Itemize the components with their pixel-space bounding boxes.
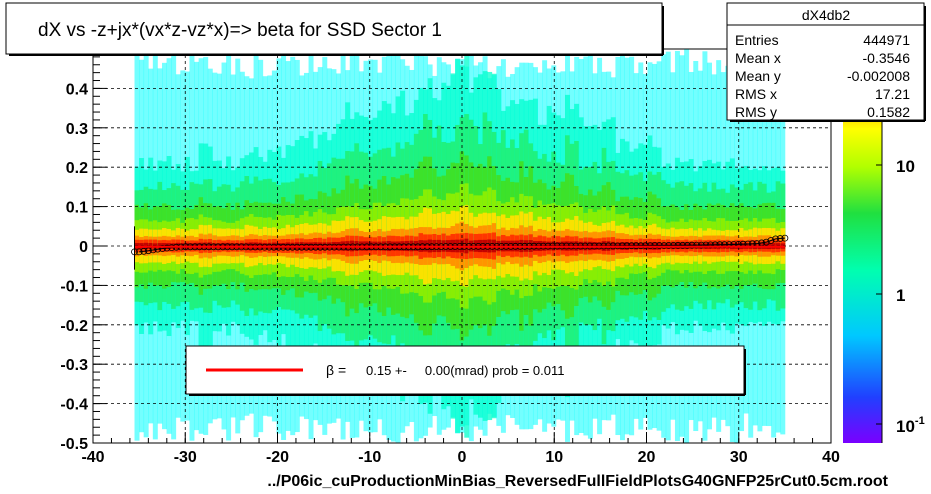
y-tick-label: 0.2 — [66, 160, 88, 177]
profile-point — [135, 248, 143, 256]
profile-point — [665, 241, 673, 249]
profile-point — [688, 241, 696, 249]
y-tick-label: 0.1 — [66, 200, 88, 217]
profile-point — [163, 244, 171, 252]
x-tick-label: 30 — [730, 449, 748, 466]
profile-point — [697, 241, 705, 249]
profile-point — [642, 242, 649, 250]
profile-point — [628, 242, 635, 250]
legend-text: 0.15 +- 0.00(mrad) prob = 0.011 — [366, 363, 565, 378]
x-axis: -40 -30 -20 -10 0 10 20 30 40 — [81, 432, 840, 466]
stats-label: RMS y — [735, 104, 777, 120]
color-palette: 10 1 10-1 — [843, 60, 925, 443]
stats-label: RMS x — [735, 86, 777, 102]
stats-value: 0.1582 — [867, 104, 910, 120]
profile-point — [670, 241, 677, 249]
chart-title: dX vs -z+jx*(vx*z-vz*x)=> beta for SSD S… — [38, 20, 442, 41]
profile-point — [679, 241, 687, 249]
stats-name: dX4db2 — [802, 7, 850, 23]
y-tick-label: 0 — [79, 239, 88, 256]
stats-box: dX4db2 Entries 444971 Mean x -0.3546 Mean y -… — [726, 2, 926, 122]
stats-value: -0.3546 — [863, 50, 911, 66]
stats-label: Mean x — [735, 50, 781, 66]
x-tick-label: -20 — [266, 449, 289, 466]
stats-value: 17.21 — [875, 86, 910, 102]
legend-symbol: β = — [326, 362, 346, 378]
title-box: dX vs -z+jx*(vx*z-vz*x)=> beta for SSD S… — [5, 2, 664, 56]
y-tick-label: -0.2 — [60, 318, 88, 335]
profile-point — [776, 235, 784, 242]
profile-point — [772, 235, 779, 243]
x-tick-label: 20 — [638, 449, 656, 466]
y-tick-label: -0.1 — [60, 278, 88, 295]
footer-filename: ../P06ic_cuProductionMinBias_ReversedFul… — [267, 473, 888, 490]
y-tick-label: 0.4 — [66, 81, 88, 98]
profile-point — [693, 241, 700, 249]
x-tick-label: 40 — [822, 449, 840, 466]
palette-tick-0.1: 10-1 — [896, 415, 925, 436]
profile-point — [707, 241, 714, 249]
y-tick-label: -0.5 — [60, 436, 88, 453]
stats-value: -0.002008 — [847, 68, 910, 84]
stats-label: Entries — [735, 32, 779, 48]
profile-point — [711, 241, 719, 249]
palette-tick-10: 10 — [896, 157, 915, 176]
profile-point — [781, 234, 789, 242]
palette-tick-1: 1 — [896, 286, 905, 305]
profile-point — [702, 241, 710, 249]
profile-point — [140, 247, 148, 255]
profile-point — [660, 242, 668, 249]
stats-label: Mean y — [735, 68, 781, 84]
y-tick-label: 0.3 — [66, 121, 88, 138]
profile-point — [646, 242, 654, 250]
y-tick-label: -0.4 — [60, 397, 88, 414]
profile-point — [762, 238, 770, 246]
profile-point — [158, 245, 166, 252]
legend-box: β = 0.15 +- 0.00(mrad) prob = 0.011 — [185, 345, 746, 396]
profile-point — [651, 242, 659, 249]
x-tick-label: -10 — [358, 449, 381, 466]
x-tick-label: -40 — [81, 449, 104, 466]
y-axis: -0.5 -0.4 -0.3 -0.2 -0.1 0 0.1 0.2 0.3 0.4 — [60, 48, 107, 453]
profile-point — [637, 242, 645, 250]
x-tick-label: 0 — [458, 449, 467, 466]
x-tick-label: -30 — [174, 449, 197, 466]
y-tick-label: -0.3 — [60, 357, 88, 374]
x-tick-label: 10 — [545, 449, 563, 466]
profile-point — [656, 242, 663, 249]
stats-value: 444971 — [863, 32, 910, 48]
profile-points — [131, 226, 789, 270]
profile-point — [632, 242, 640, 250]
profile-point — [683, 241, 691, 249]
stats-rows: Entries 444971 Mean x -0.3546 Mean y -0.00200… — [735, 32, 910, 120]
profile-point — [674, 241, 682, 249]
profile-point — [767, 237, 775, 244]
